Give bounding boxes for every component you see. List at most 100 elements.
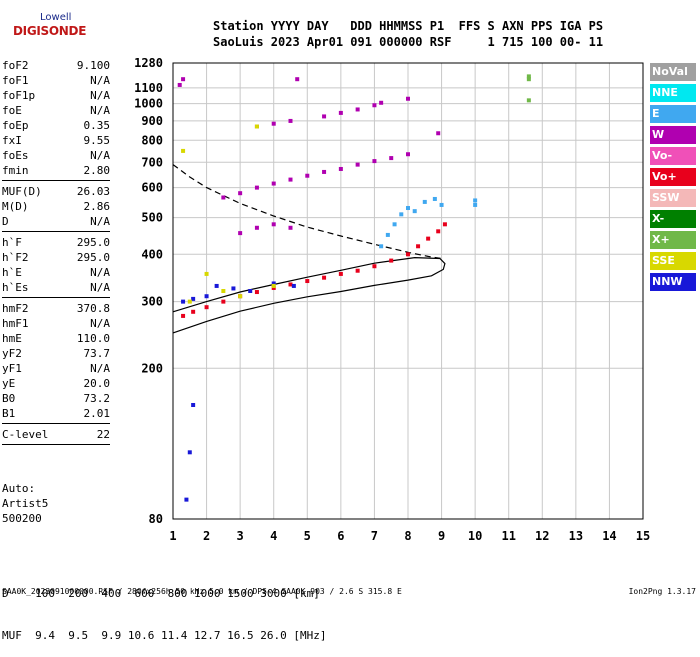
param-row: D N/A <box>2 214 110 229</box>
echo-point <box>436 131 441 136</box>
muf-frequency-row: MUF 9.4 9.5 9.9 10.6 11.4 12.7 16.5 26.0… <box>2 629 327 642</box>
y-tick-label: 80 <box>149 512 163 526</box>
echo-point <box>288 282 293 287</box>
echo-point <box>399 212 404 217</box>
echo-point <box>288 118 293 123</box>
echo-point <box>305 173 310 178</box>
echo-point <box>389 258 394 263</box>
param-name: B0 <box>2 392 16 405</box>
echo-point <box>473 202 478 207</box>
param-name: fmin <box>2 164 29 177</box>
echo-point <box>406 206 410 211</box>
x-tick-label: 5 <box>304 529 311 543</box>
echo-point <box>322 114 327 119</box>
param-row: h`F2 295.0 <box>2 250 110 265</box>
param-value: N/A <box>90 317 110 330</box>
param-row: foF1p N/A <box>2 88 110 103</box>
legend-item: Vo+ <box>650 168 696 186</box>
param-row: hmE 110.0 <box>2 331 110 346</box>
param-name: h`E <box>2 266 22 279</box>
autoscaling-info: Auto: Artist5 500200 <box>2 481 48 526</box>
echo-point <box>338 110 343 115</box>
legend-item: SSW <box>650 189 696 207</box>
param-value: 295.0 <box>76 236 110 249</box>
param-value: 370.8 <box>76 302 110 315</box>
legend-item: X- <box>650 210 696 228</box>
echo-point <box>385 232 390 237</box>
param-value: N/A <box>90 104 110 117</box>
param-value: 2.01 <box>83 407 111 420</box>
param-row: B0 73.2 <box>2 391 110 406</box>
legend-item: NoVal <box>650 63 696 81</box>
echo-point <box>526 77 531 82</box>
y-tick-label: 600 <box>141 181 163 195</box>
legend-item: Vo- <box>650 147 696 165</box>
param-name: foF1 <box>2 74 29 87</box>
y-tick-label: 800 <box>141 133 163 147</box>
param-value: N/A <box>90 89 110 102</box>
echo-point <box>214 283 219 288</box>
echo-point <box>181 77 186 82</box>
model-profile-dashed <box>172 164 442 260</box>
trace-curve <box>172 256 446 334</box>
param-value: 73.2 <box>83 392 111 405</box>
param-separator <box>2 444 110 445</box>
param-row: h`E N/A <box>2 265 110 280</box>
param-row: C-level 22 <box>2 427 110 442</box>
logo-lowell-text: Lowell <box>40 12 72 23</box>
param-row: foEp 0.35 <box>2 118 110 133</box>
y-tick-label: 200 <box>141 361 163 375</box>
echo-point <box>254 124 259 129</box>
echo-point <box>526 98 531 103</box>
y-tick-label: 900 <box>141 114 163 128</box>
header-line-2: SaoLuis 2023 Apr01 091 000000 RSF 1 715 … <box>213 35 604 49</box>
echo-point <box>305 279 310 284</box>
param-separator <box>2 231 110 232</box>
echo-point <box>271 283 276 288</box>
x-tick-label: 3 <box>237 529 244 543</box>
echo-point <box>204 305 209 310</box>
x-tick-label: 7 <box>371 529 378 543</box>
echo-point <box>295 77 300 82</box>
echo-point <box>271 121 276 126</box>
param-row: yF2 73.7 <box>2 346 110 361</box>
x-tick-label: 1 <box>169 529 176 543</box>
y-tick-label: 1000 <box>134 97 163 111</box>
echo-point <box>191 296 196 301</box>
param-value: 26.03 <box>76 185 110 198</box>
param-name: h`F2 <box>2 251 29 264</box>
param-row: foF1 N/A <box>2 73 110 88</box>
plot-frame <box>172 62 644 520</box>
param-name: foEp <box>2 119 29 132</box>
legend-item: NNW <box>650 273 696 291</box>
param-value: 295.0 <box>76 251 110 264</box>
param-name: hmF2 <box>2 302 29 315</box>
echo-point <box>436 229 441 234</box>
x-tick-label: 6 <box>337 529 344 543</box>
param-separator <box>2 423 110 424</box>
param-name: MUF(D) <box>2 185 42 198</box>
echo-point <box>271 281 276 286</box>
station-header: Station YYYY DAY DDD HHMMSS P1 FFS S AXN… <box>213 18 603 50</box>
echo-point <box>389 156 394 161</box>
muf-table: D 100 200 400 600 800 1000 1500 3000 [km… <box>2 559 327 657</box>
echo-point <box>372 264 377 269</box>
param-name: hmF1 <box>2 317 29 330</box>
param-name: h`F <box>2 236 22 249</box>
param-value: N/A <box>90 266 110 279</box>
echo-point <box>184 497 189 502</box>
param-name: hmE <box>2 332 22 345</box>
param-row: foEs N/A <box>2 148 110 163</box>
y-tick-label: 1100 <box>134 81 163 95</box>
echo-point <box>392 222 397 227</box>
direction-legend: NoVal NNE E W Vo- Vo+ SSW X- X+ SSE NNW <box>650 63 696 294</box>
param-value: 20.0 <box>83 377 111 390</box>
echo-point <box>372 103 377 108</box>
legend-item: W <box>650 126 696 144</box>
echo-point <box>288 177 293 182</box>
header-line-1: Station YYYY DAY DDD HHMMSS P1 FFS S AXN… <box>213 19 604 33</box>
param-name: h`Es <box>2 281 29 294</box>
echo-point <box>238 231 243 236</box>
param-name: M(D) <box>2 200 29 213</box>
y-tick-label: 1280 <box>134 56 163 70</box>
